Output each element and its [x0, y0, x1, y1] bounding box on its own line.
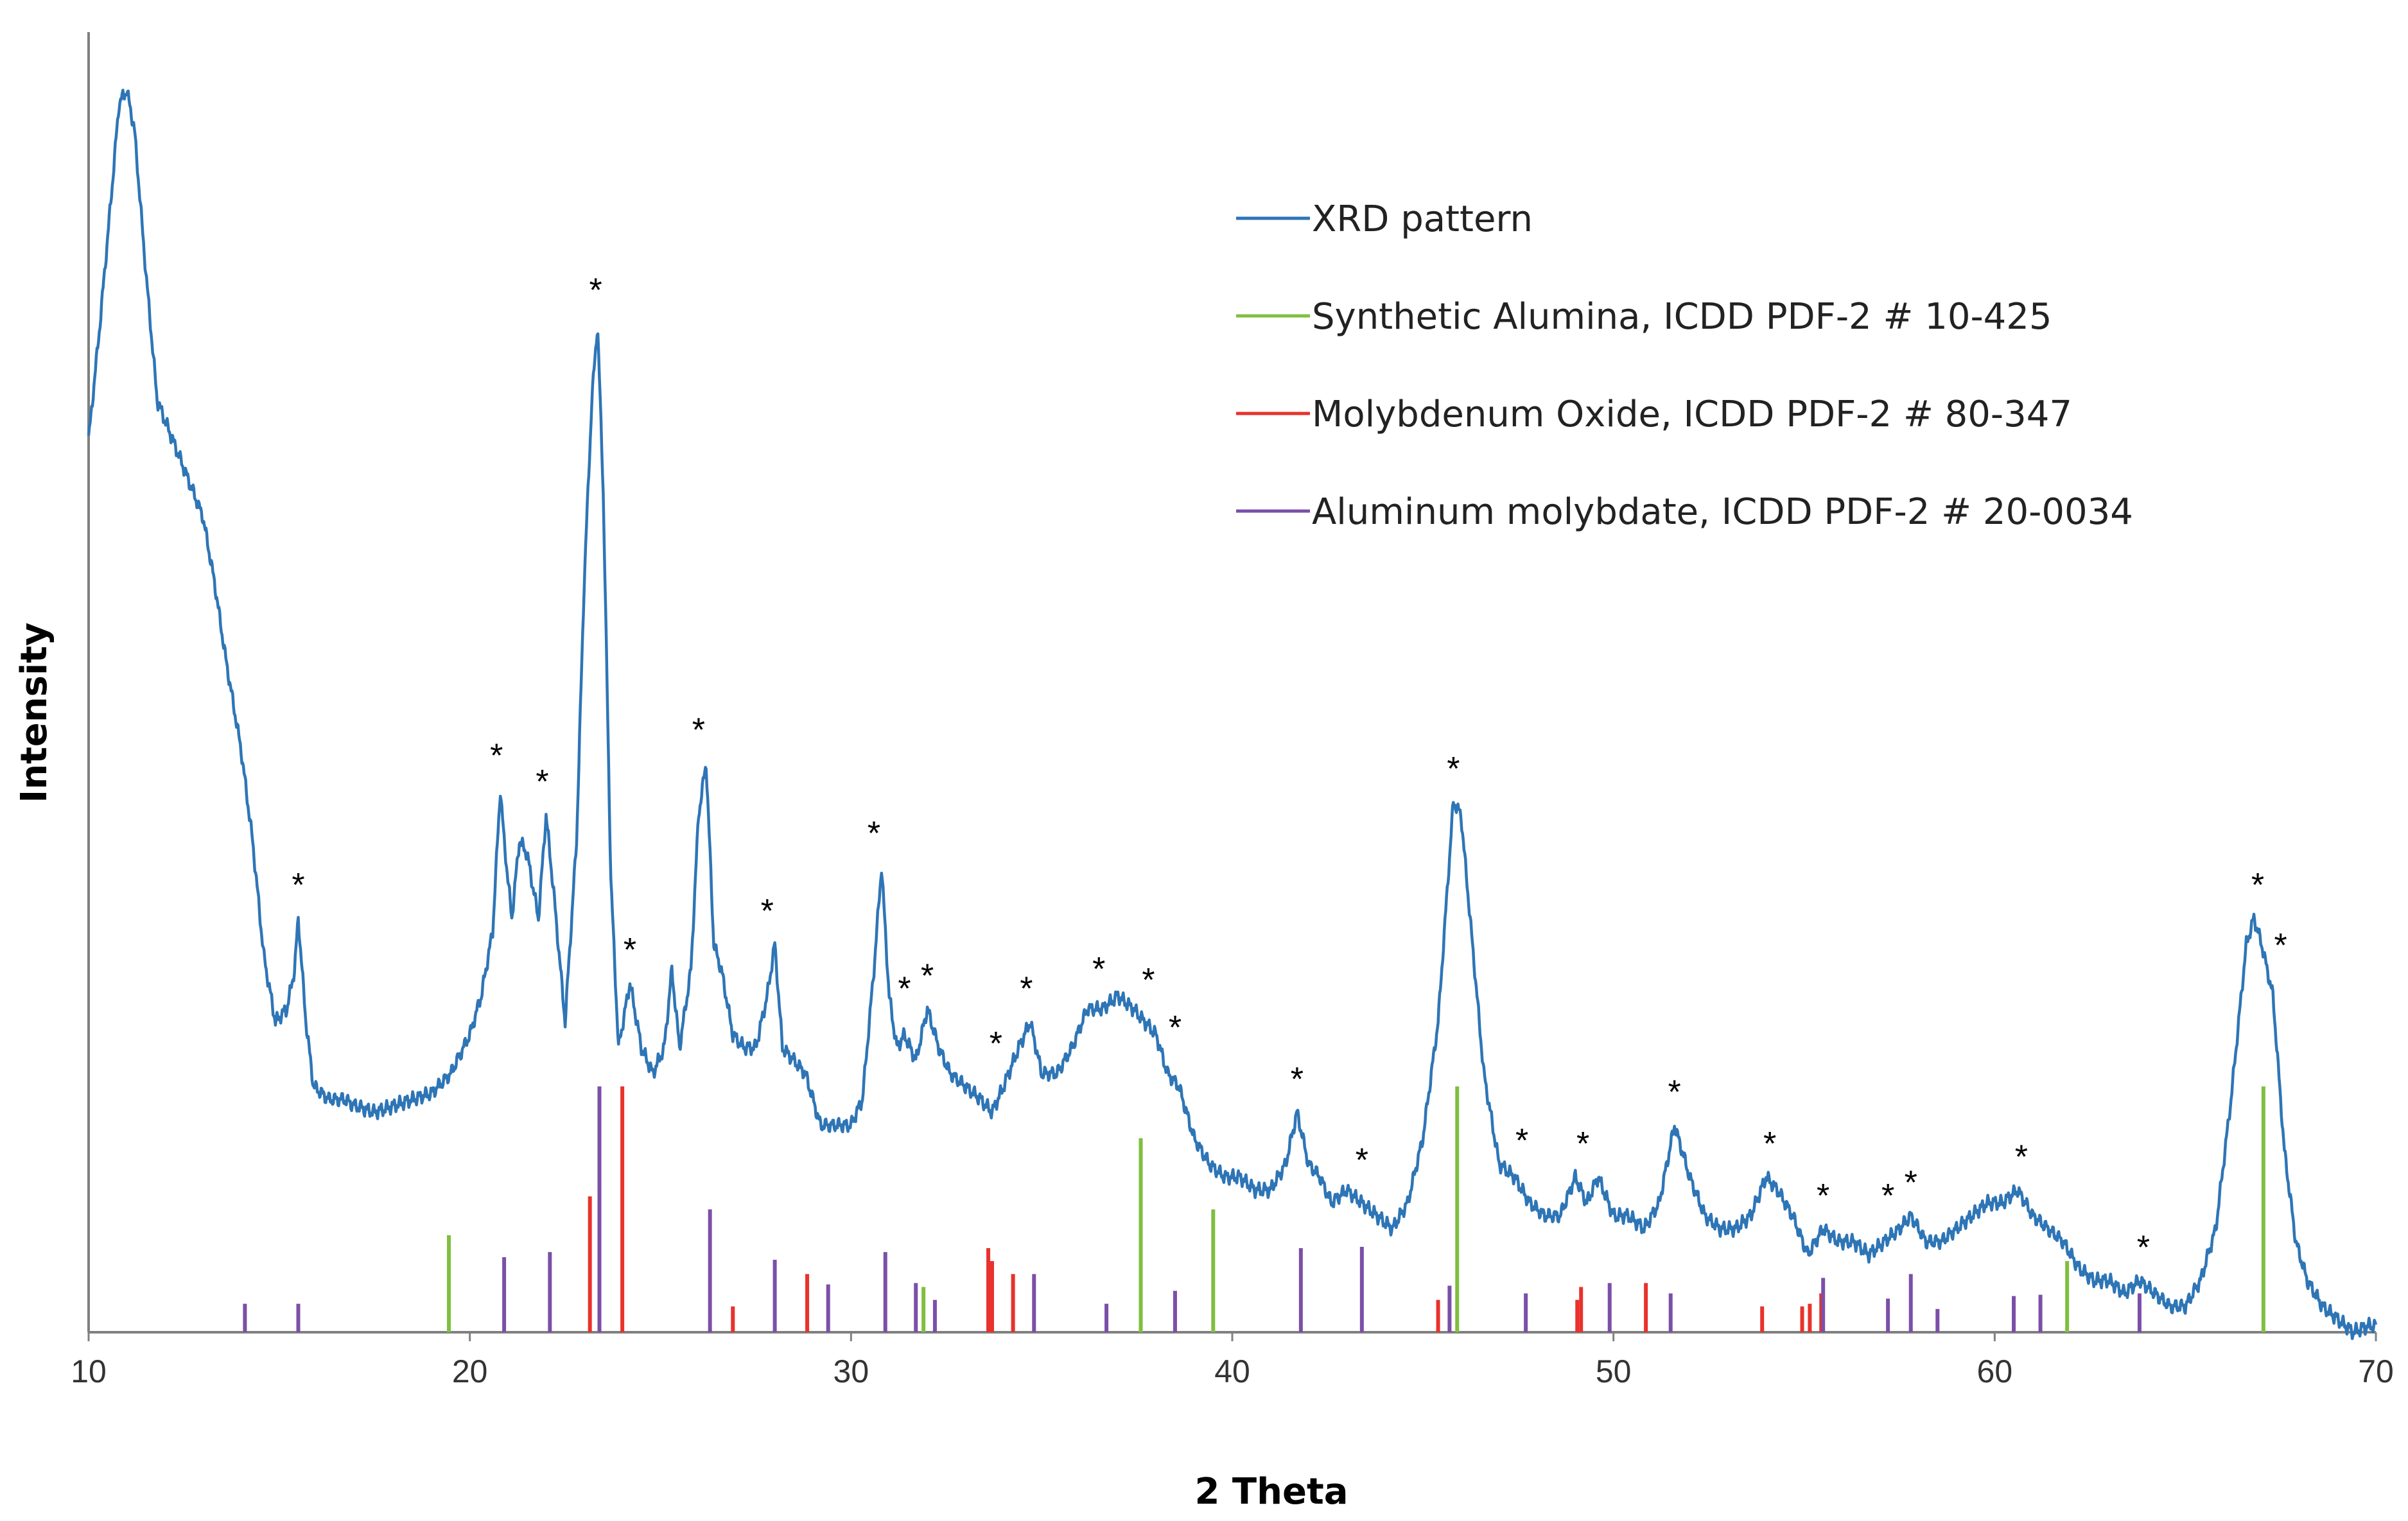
x-tick-label: 10: [71, 1353, 107, 1389]
x-tick-label: 30: [833, 1353, 869, 1389]
peak-annotations: * * * * * * * * * * * * * * * * * * * * * * * * * * * * *: [292, 272, 2287, 1266]
reference-sticks: [243, 1086, 2265, 1332]
peak-marker: *: [490, 738, 503, 775]
peak-marker: *: [1169, 1009, 1182, 1047]
legend-label: Molybdenum Oxide, ICDD PDF-2 # 80-347: [1312, 394, 2072, 435]
legend-label: Aluminum molybdate, ICDD PDF-2 # 20-0034: [1312, 491, 2133, 533]
peak-marker: *: [921, 957, 934, 995]
peak-marker: *: [536, 763, 548, 801]
peak-marker: *: [1763, 1126, 1776, 1163]
peak-marker: *: [589, 272, 602, 309]
peak-marker: *: [1576, 1126, 1589, 1163]
x-axis-ticks: 10 20 30 40 50 60 70: [71, 1332, 2394, 1389]
peak-marker: *: [692, 711, 705, 749]
y-axis-title: Intensity: [13, 622, 55, 803]
peak-marker: *: [761, 893, 774, 930]
peak-marker: *: [1881, 1178, 1894, 1215]
peak-marker: *: [624, 932, 636, 969]
peak-marker: *: [1905, 1165, 1917, 1202]
legend-label: XRD pattern: [1312, 198, 1533, 240]
peak-marker: *: [1142, 962, 1155, 999]
peak-marker: *: [2015, 1138, 2028, 1176]
peak-marker: *: [1356, 1142, 1368, 1179]
peak-marker: *: [1020, 970, 1033, 1007]
legend-label: Synthetic Alumina, ICDD PDF-2 # 10-425: [1312, 296, 2052, 338]
peak-marker: *: [1291, 1061, 1304, 1098]
peak-marker: *: [868, 815, 880, 853]
peak-marker: *: [990, 1025, 1002, 1063]
peak-marker: *: [2251, 867, 2264, 904]
peak-marker: *: [2274, 927, 2287, 964]
x-tick-label: 20: [452, 1353, 488, 1389]
peak-marker: *: [292, 867, 304, 904]
peak-marker: *: [2137, 1229, 2150, 1266]
peak-marker: *: [1515, 1122, 1528, 1160]
plot-area: * * * * * * * * * * * * * * * * * * * * * * * * * * * * * 10 20 30 40 50…: [71, 32, 2394, 1389]
peak-marker: *: [898, 970, 911, 1007]
x-tick-label: 50: [1596, 1353, 1632, 1389]
peak-marker: *: [1092, 951, 1105, 988]
peak-marker: *: [1447, 751, 1460, 788]
x-axis-title: 2 Theta: [1194, 1471, 1348, 1513]
x-tick-label: 60: [1977, 1353, 2013, 1389]
chart-legend: XRD pattern Synthetic Alumina, ICDD PDF-2…: [1236, 198, 2133, 533]
peak-marker: *: [1668, 1074, 1681, 1111]
series-line-xrd-pattern: [87, 89, 2378, 1341]
x-tick-label: 40: [1214, 1353, 1250, 1389]
peak-marker: *: [1817, 1178, 1829, 1215]
x-tick-label: 70: [2358, 1353, 2394, 1389]
